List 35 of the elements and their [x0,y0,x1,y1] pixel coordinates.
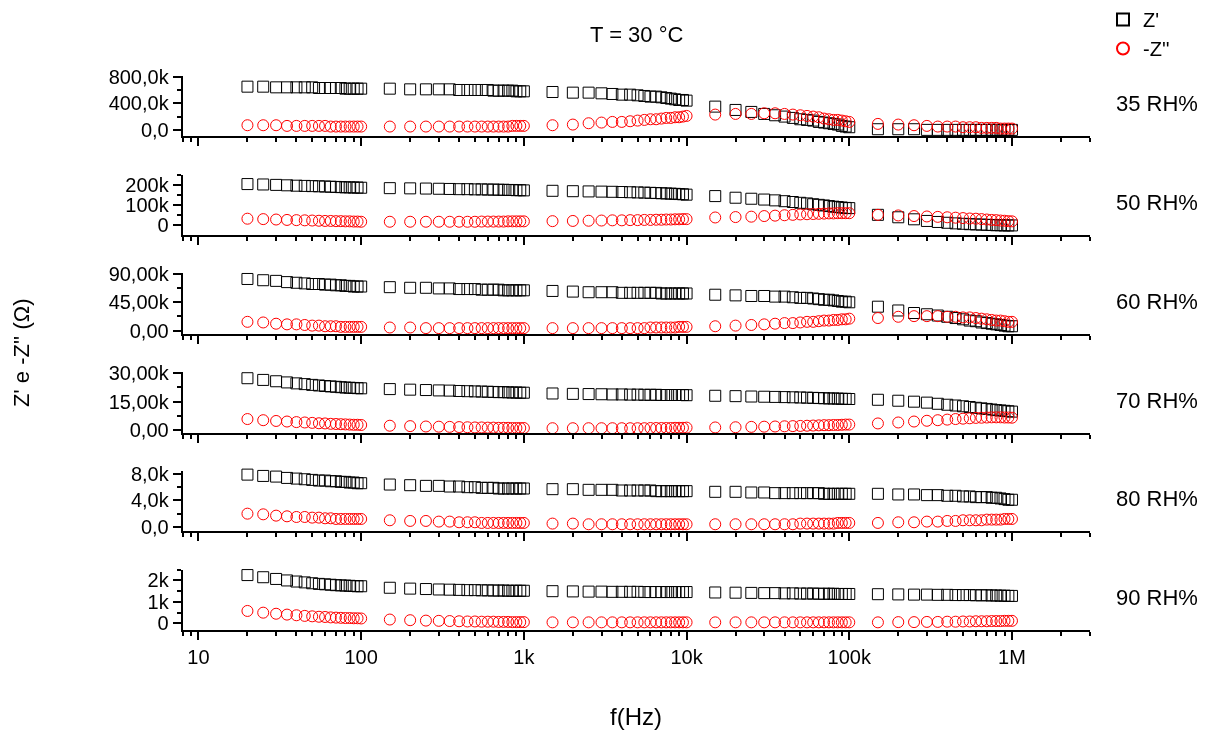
text: 50 RH% [1116,190,1198,215]
legend-label: -Z'' [1143,38,1170,61]
y-tick-label: 0,00 [129,419,169,442]
x-axis-title: f(Hz) [610,703,662,730]
text: 35 RH% [1116,91,1198,116]
text: 90 RH% [1116,585,1198,610]
y-tick-label: 8,0k [130,462,170,485]
text: 70 RH% [1116,388,1198,413]
y-tick-label: 0,0 [140,515,169,538]
x-tick-label: 1M [998,646,1026,669]
y-tick-label: 0 [157,612,169,635]
legend-label: Z' [1143,9,1160,32]
y-tick-label: 0 [157,214,169,237]
x-tick-label: 100k [827,646,872,669]
x-tick-label: 10 [187,646,210,669]
y-tick-label: 4,0k [130,489,170,512]
y-tick-label: 400,0k [108,92,170,115]
y-axis-title: Z' e -Z'' (Ω) [9,298,35,407]
y-tick-label: 0,00 [129,319,169,342]
y-tick-label: 200k [125,173,170,196]
y-tick-label: 1k [147,590,170,613]
text: 60 RH% [1116,289,1198,314]
x-tick-label: 1k [513,646,536,669]
y-tick-label: 800,0k [108,65,170,88]
y-tick-label: 15,00k [108,390,170,413]
y-tick-label: 30,00k [108,362,170,385]
y-tick-label: 2k [147,569,170,592]
x-tick-label: 10k [670,646,704,669]
y-tick-label: 0,0 [140,118,169,141]
y-tick-label: 45,00k [108,291,170,314]
y-tick-label: 90,00k [108,262,170,285]
chart-title: T = 30 °C [590,22,684,47]
x-tick-label: 100 [344,646,378,669]
y-tick-label: 100k [125,194,170,217]
text: 80 RH% [1116,486,1198,511]
